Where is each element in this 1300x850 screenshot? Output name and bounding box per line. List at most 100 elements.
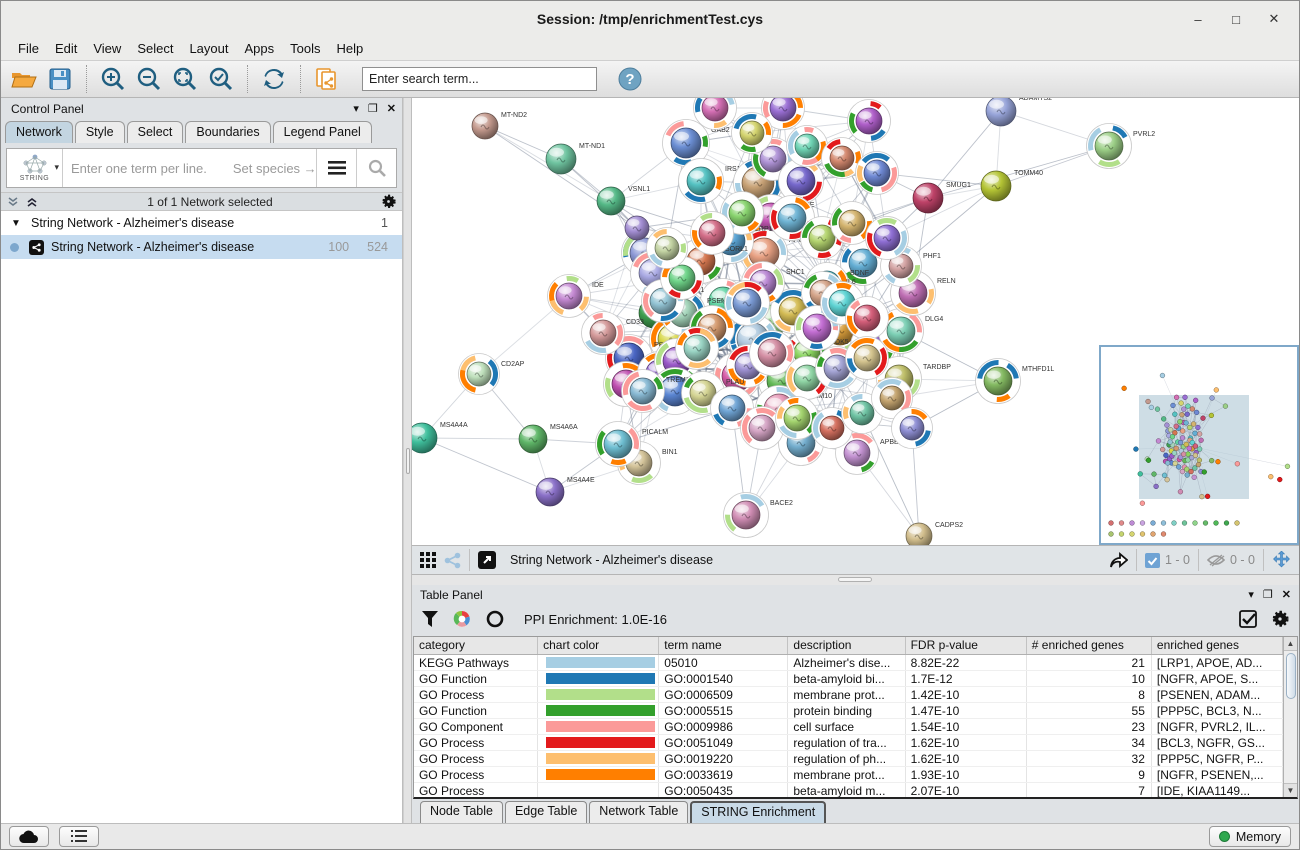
scroll-down-arrow[interactable]: ▼ [1283, 783, 1297, 797]
splitter-handle[interactable] [838, 577, 873, 582]
select-columns-icon[interactable] [1239, 610, 1257, 628]
tab-edge-table[interactable]: Edge Table [504, 801, 588, 823]
scroll-up-arrow[interactable]: ▲ [1283, 637, 1297, 651]
network-node-dlg4[interactable]: DLG4 [878, 308, 943, 354]
network-node-mt-nd1[interactable]: MT-ND1 [545, 143, 605, 175]
network-node[interactable] [775, 396, 819, 440]
network-node-cd33[interactable]: CD33 [581, 311, 644, 355]
refresh-layout-button[interactable] [259, 64, 289, 94]
panel-close-icon[interactable]: ✕ [386, 103, 396, 115]
memory-button[interactable]: Memory [1208, 826, 1291, 847]
collapse-all-icon[interactable] [7, 196, 20, 208]
network-node[interactable] [785, 356, 829, 400]
ring-chart-icon[interactable] [486, 610, 504, 628]
network-node[interactable] [646, 227, 688, 269]
tab-style[interactable]: Style [74, 121, 125, 143]
zoom-selected-button[interactable] [206, 64, 236, 94]
network-node-bace2[interactable]: BACE2 [723, 492, 793, 538]
table-row[interactable]: GO Function GO:0001540 beta-amyloid bi... 1… [413, 671, 1283, 687]
birdseye-toggle-icon[interactable] [1272, 550, 1291, 570]
network-node-trem2[interactable]: TREM2 [621, 369, 690, 413]
tab-node-table[interactable]: Node Table [419, 801, 503, 823]
tab-legend-panel[interactable]: Legend Panel [272, 121, 372, 143]
panel-menu-icon[interactable]: ▾ [1248, 589, 1254, 601]
table-row[interactable]: GO Process GO:0051049 regulation of tra...… [413, 735, 1283, 751]
cloud-status-button[interactable] [9, 826, 49, 847]
expand-all-icon[interactable] [26, 196, 39, 208]
network-node-picalm[interactable]: PICALM [595, 421, 668, 467]
network-node[interactable] [865, 216, 909, 260]
network-node[interactable] [731, 112, 773, 154]
export-network-icon[interactable] [1108, 551, 1128, 569]
network-node[interactable] [800, 216, 844, 260]
network-node[interactable] [841, 392, 883, 434]
network-node-mthfd1l[interactable]: MTHFD1L [975, 358, 1054, 404]
table-row[interactable]: KEGG Pathways 05010 Alzheimer's dise... 8.8… [413, 655, 1283, 671]
menu-apps[interactable]: Apps [244, 41, 275, 56]
network-node[interactable] [786, 125, 828, 167]
network-node[interactable] [769, 195, 815, 241]
string-query-input[interactable]: Enter one term per line. Set species → [71, 160, 316, 176]
column-header-enriched-genes[interactable]: enriched genes [1152, 637, 1283, 654]
menu-layout[interactable]: Layout [189, 41, 229, 56]
network-node[interactable] [749, 330, 795, 376]
network-node-ms4a4a[interactable]: MS4A4A [411, 422, 468, 454]
column-header-fdr-p-value[interactable]: FDR p-value [906, 637, 1027, 654]
zoom-in-button[interactable] [98, 64, 128, 94]
grid-view-icon[interactable] [419, 552, 436, 568]
network-node-adamts2[interactable]: ADAMTS2 [985, 98, 1052, 127]
table-row[interactable]: GO Process GO:0033619 membrane prot... 1.93… [413, 767, 1283, 783]
table-row[interactable]: GO Process GO:0019220 regulation of ph... 1… [413, 751, 1283, 767]
network-node-ms4a6a[interactable]: MS4A6A [518, 424, 578, 454]
network-node[interactable] [891, 407, 933, 449]
network-node[interactable] [740, 406, 784, 450]
tab-boundaries[interactable]: Boundaries [185, 121, 271, 143]
string-options-button[interactable] [316, 149, 356, 187]
tab-select[interactable]: Select [126, 121, 184, 143]
network-node[interactable] [830, 201, 874, 245]
menu-tools[interactable]: Tools [290, 41, 321, 56]
tab-string-enrichment[interactable]: STRING Enrichment [690, 801, 827, 823]
network-node[interactable] [693, 98, 737, 130]
tab-network[interactable]: Network [5, 121, 73, 143]
network-tree-row[interactable]: String Network - Alzheimer's disease 100 5… [1, 235, 402, 259]
network-options-gear-icon[interactable] [381, 194, 396, 209]
column-header-enriched-genes[interactable]: # enriched genes [1027, 637, 1152, 654]
donut-chart-icon[interactable] [452, 609, 472, 629]
tab-network-table[interactable]: Network Table [589, 801, 689, 823]
open-in-new-window-icon[interactable] [477, 551, 496, 569]
string-search-button[interactable] [356, 149, 396, 187]
network-node-ide[interactable]: IDE [547, 274, 604, 318]
minimize-button[interactable]: – [1194, 11, 1202, 27]
network-share-icon[interactable] [444, 552, 461, 569]
network-node-vsnl1[interactable]: VSNL1 [596, 186, 650, 216]
horizontal-splitter[interactable] [411, 575, 1299, 585]
vertical-splitter[interactable] [403, 98, 412, 823]
table-scrollbar[interactable]: ▲ ▼ [1283, 637, 1297, 797]
network-node-tomm40[interactable]: TOMM40 [980, 170, 1043, 202]
network-node-bche[interactable]: BCHE [778, 158, 845, 204]
zoom-fit-button[interactable] [170, 64, 200, 94]
menu-view[interactable]: View [93, 41, 122, 56]
network-node[interactable] [847, 99, 891, 143]
save-session-button[interactable] [45, 64, 75, 94]
maximize-button[interactable]: □ [1232, 11, 1240, 27]
network-node[interactable] [690, 211, 734, 255]
tree-expand-caret[interactable]: ▼ [11, 217, 21, 229]
string-protein-query-selector[interactable]: STRING ▾ [7, 149, 63, 187]
search-input[interactable] [362, 67, 597, 91]
menu-help[interactable]: Help [336, 41, 364, 56]
filter-icon[interactable] [421, 611, 438, 627]
network-node-smug1[interactable]: SMUG1 [912, 182, 971, 214]
table-row[interactable]: GO Process GO:0050435 beta-amyloid m... 2.0… [414, 783, 1283, 797]
table-row[interactable]: GO Function GO:0005515 protein binding 1.47… [413, 703, 1283, 719]
network-canvas[interactable]: MT-ND2MT-ND1VSNL1GAB2IRS1CHATABCA7BCHEAC… [411, 98, 1299, 546]
column-header-category[interactable]: category [414, 637, 539, 654]
network-node[interactable] [675, 326, 719, 370]
network-node[interactable] [871, 377, 913, 419]
panel-menu-icon[interactable]: ▾ [353, 103, 359, 115]
network-from-file-button[interactable] [312, 64, 342, 94]
open-session-button[interactable] [9, 64, 39, 94]
network-tree-row[interactable]: ▼ String Network - Alzheimer's disease 1 [1, 211, 402, 235]
column-header-term-name[interactable]: term name [659, 637, 789, 654]
